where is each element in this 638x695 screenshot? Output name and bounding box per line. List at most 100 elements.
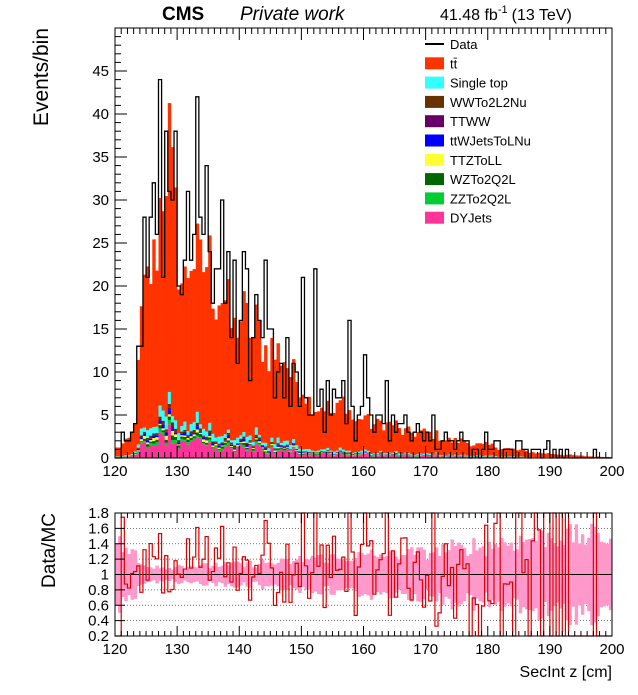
stack-bar-ttww [146, 439, 150, 441]
stack-bar-wzto2q2l [245, 447, 249, 450]
ratio-y-tick-label: 0.4 [88, 613, 109, 630]
stack-bar-singletop [450, 455, 454, 457]
stack-bar-dyjets [313, 454, 318, 458]
stack-bar-tt [136, 360, 141, 445]
stack-bar-singletop [139, 428, 144, 436]
stack-bar-wwto2l2nu [139, 435, 144, 438]
stack-bar-singletop [279, 442, 284, 445]
stack-bar-dyjets [301, 455, 305, 458]
stack-bar-ttztoll [167, 414, 172, 417]
y-tick-label: 0 [101, 450, 109, 467]
stack-bar-wzto2q2l [170, 435, 175, 440]
stack-bar-tt [323, 411, 327, 450]
y-tick-label: 25 [92, 235, 109, 252]
stack-bar-ttwjetstolnu [251, 447, 256, 448]
stack-bar-ttww [195, 424, 200, 427]
stack-bar-tt [497, 449, 501, 457]
stack-bar-tt [152, 239, 156, 428]
stack-bar-dyjets [180, 440, 184, 458]
stack-bar-tt [115, 447, 119, 457]
stack-bar-ttwjetstolnu [229, 444, 234, 447]
stack-bar-dyjets [307, 455, 311, 458]
stack-bar-ttwjetstolnu [298, 452, 302, 454]
stack-bar-ttztoll [248, 442, 252, 445]
stack-bar-wzto2q2l [267, 453, 271, 455]
stack-bar-ttztoll [279, 447, 284, 448]
stack-bar-ttww [167, 407, 172, 410]
stack-bar-ttwjetstolnu [285, 446, 290, 448]
stack-bar-singletop [413, 455, 417, 457]
stack-bar-ttww [245, 443, 249, 446]
stack-bar-tt [292, 359, 296, 439]
stack-bar-wwto2l2nu [344, 452, 349, 453]
stack-bar-tt [198, 239, 203, 425]
stack-bar-ttztoll [270, 443, 274, 446]
stack-bar-wzto2q2l [146, 444, 150, 447]
stack-bar-tt [584, 456, 588, 458]
stack-bar-ttwjetstolnu [363, 452, 367, 453]
stack-bar-wwto2l2nu [211, 441, 215, 443]
stack-bar-dyjets [425, 455, 430, 458]
stack-bar-singletop [323, 449, 327, 452]
ratio-axes: 120 130 140 150 160 170 180 190 2000.20.40.60.81… [88, 505, 624, 658]
stack-bar-dyjets [288, 452, 293, 458]
stack-bar-wzto2q2l [282, 448, 287, 451]
stack-bar-dyjets [130, 456, 134, 458]
stack-bar-dyjets [226, 444, 231, 458]
stack-bar-zzto2q2l [214, 446, 218, 448]
stack-bar-zzto2q2l [174, 440, 178, 444]
stack-bar-dyjets [472, 456, 476, 458]
stack-bar-tt [528, 452, 532, 458]
stack-bar-dyjets [270, 447, 274, 458]
stack-bar-dyjets [351, 456, 355, 458]
stack-bar-ttztoll [186, 437, 190, 440]
stack-bar-tt [251, 337, 256, 443]
stack-bar-singletop [127, 455, 131, 456]
stack-bar-wzto2q2l [192, 436, 197, 439]
stack-bar-tt [388, 421, 392, 453]
stack-bar-tt [149, 284, 153, 429]
stack-bar-zzto2q2l [341, 453, 346, 455]
stack-bar-wwto2l2nu [288, 449, 293, 450]
stack-bar-tt [307, 396, 311, 450]
stack-bar-ttwjetstolnu [167, 409, 172, 415]
stack-bar-ttwjetstolnu [149, 438, 153, 441]
stack-bar-wwto2l2nu [226, 432, 231, 435]
stack-bar-singletop [208, 422, 212, 431]
legend-label: ttWJetsToLNu [450, 134, 531, 149]
stack-bar-tt [385, 422, 389, 454]
stack-bar-ttwjetstolnu [161, 424, 165, 429]
ratio-y-tick-label: 0.6 [88, 597, 109, 614]
stack-bar-dyjets [416, 456, 420, 458]
stack-bar-ttztoll [189, 436, 193, 438]
stack-bar-wzto2q2l [285, 448, 290, 449]
stack-bar-ttztoll [211, 445, 215, 448]
stack-bar-ttwjetstolnu [233, 448, 237, 450]
stack-bar-ttww [198, 430, 203, 432]
stack-bar-singletop [428, 453, 433, 456]
stack-bar-tt [354, 421, 358, 453]
ratio-data-mc-line [115, 512, 612, 637]
x-tick-label: 180 [475, 463, 500, 480]
stack-bar-tt [546, 453, 551, 458]
stack-bar-wzto2q2l [270, 445, 274, 447]
stack-bar-dyjets [385, 456, 389, 458]
stack-bar-wzto2q2l [167, 416, 172, 421]
stack-bar-dyjets [366, 454, 371, 458]
stack-bar-tt [540, 453, 544, 458]
stack-bar-ttztoll [288, 450, 293, 452]
stack-bar-wwto2l2nu [267, 450, 271, 452]
stack-bar-ttztoll [205, 440, 209, 443]
stack-bar-tt [347, 410, 352, 451]
stack-bar-ttwjetstolnu [292, 444, 296, 446]
stack-bar-singletop [282, 440, 287, 446]
stack-bar-zzto2q2l [189, 440, 193, 442]
stack-bar-tt [121, 443, 125, 456]
stack-bar-tt [515, 450, 520, 457]
stack-bar-wwto2l2nu [189, 431, 193, 434]
stack-bar-ttwjetstolnu [180, 433, 184, 436]
stack-bar-tt [568, 454, 572, 458]
stack-bar-wwto2l2nu [229, 442, 234, 445]
stack-bar-singletop [344, 450, 349, 453]
stack-bar-ttztoll [282, 448, 287, 449]
